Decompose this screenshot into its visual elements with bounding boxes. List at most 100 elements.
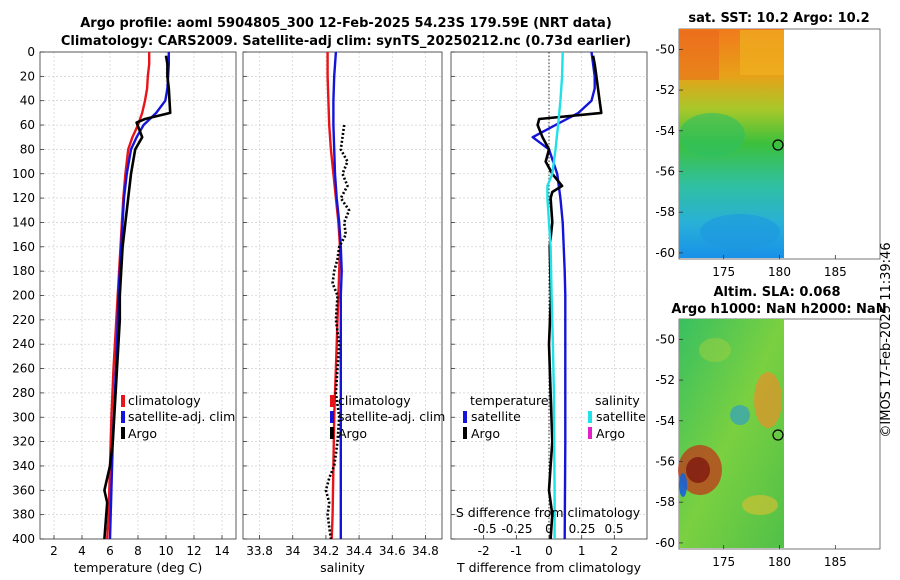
map-y-tick-label: -52 bbox=[655, 373, 675, 387]
legend-swatch-climatology bbox=[121, 395, 125, 407]
y-tick-label: 200 bbox=[12, 289, 35, 303]
legend-label-climatology: climatology bbox=[338, 393, 411, 408]
x-tick-label: 1 bbox=[578, 544, 586, 558]
series-line-argo bbox=[324, 124, 351, 539]
s-tick: 0.5 bbox=[604, 522, 623, 536]
map-y-tick-label: -58 bbox=[655, 205, 675, 219]
sla-low-patch bbox=[730, 405, 750, 425]
sst-map: 175 180 185 -50 -52 -54 -56 -58 -60 bbox=[655, 28, 881, 279]
sla-high-patch bbox=[742, 495, 778, 515]
y-tick-label: 140 bbox=[12, 215, 35, 229]
series-group bbox=[531, 52, 603, 539]
y-tick-label: 260 bbox=[12, 362, 35, 376]
y-tick-label: 20 bbox=[20, 69, 35, 83]
sst-map-title: sat. SST: 10.2 Argo: 10.2 bbox=[688, 11, 869, 26]
legend-swatch-argo bbox=[330, 427, 334, 439]
y-tick-label: 40 bbox=[20, 94, 35, 108]
map-y-tick-label: -56 bbox=[655, 454, 675, 468]
sla-title-line-2: Argo h1000: NaN h2000: NaN bbox=[671, 302, 886, 317]
x-tick-label: 33.8 bbox=[246, 544, 273, 558]
legend-title-temperature: temperature bbox=[470, 393, 549, 408]
x-tick-label: 4 bbox=[78, 544, 86, 558]
x-axis-label: temperature (deg C) bbox=[74, 560, 203, 575]
legend-swatch-s-argo bbox=[588, 427, 592, 439]
temperature-legend: climatology satellite-adj. clim Argo bbox=[121, 393, 235, 441]
title-line-1: Argo profile: aoml 5904805_300 12-Feb-20… bbox=[80, 16, 612, 31]
sst-mid-patch bbox=[679, 113, 745, 157]
map-y-tick-label: -54 bbox=[655, 414, 675, 428]
sla-high-core bbox=[686, 457, 710, 483]
x-tick-label: 8 bbox=[134, 544, 142, 558]
x-tick-label: 14 bbox=[214, 544, 229, 558]
argo-location-marker bbox=[772, 429, 784, 441]
series-group bbox=[103, 52, 172, 539]
legend-swatch-argo bbox=[121, 427, 125, 439]
sla-title-line-1: Altim. SLA: 0.068 bbox=[714, 285, 841, 300]
y-tick-label: 300 bbox=[12, 410, 35, 424]
y-tick-label: 280 bbox=[12, 386, 35, 400]
legend-label-t-satellite: satellite bbox=[471, 409, 521, 424]
x-tick-label: 12 bbox=[186, 544, 201, 558]
map-y-tick-label: -50 bbox=[655, 42, 675, 56]
series-line-satellite-adj-clim bbox=[332, 52, 343, 539]
temperature-axes: 2 4 6 8 10 12 14 temperature (deg C) 0 20 40 60 80 10… bbox=[12, 45, 237, 575]
sla-mid-patch bbox=[699, 338, 731, 362]
y-tick-label: 240 bbox=[12, 337, 35, 351]
legend-swatch-t-satellite bbox=[463, 411, 467, 423]
x-tick-label: 6 bbox=[106, 544, 114, 558]
x-tick-label: 2 bbox=[50, 544, 58, 558]
x-tick-label: 2 bbox=[611, 544, 619, 558]
legend-label-satellite: satellite-adj. clim bbox=[338, 409, 445, 424]
legend-label-s-satellite: satellite bbox=[596, 409, 646, 424]
map-y-tick-label: -50 bbox=[655, 332, 675, 346]
legend-swatch-climatology bbox=[330, 395, 334, 407]
legend-label-s-argo: Argo bbox=[596, 426, 625, 441]
x-axis-label: salinity bbox=[320, 560, 365, 575]
s-difference-ticks: -0.5 -0.25 0 0.25 0.5 bbox=[473, 522, 623, 536]
imos-watermark: ©IMOS 17-Feb-2025 11:39:46 bbox=[879, 242, 894, 437]
y-tick-label: 380 bbox=[12, 508, 35, 522]
s-difference-axis-label: S difference from climatology bbox=[456, 505, 641, 520]
argo-location-marker bbox=[772, 139, 784, 151]
y-tick-label: 160 bbox=[12, 240, 35, 254]
x-tick-label: 34.2 bbox=[313, 544, 340, 558]
legend-label-argo: Argo bbox=[338, 426, 367, 441]
series-line-s-satellite bbox=[546, 52, 564, 539]
x-tick-label: 34.6 bbox=[379, 544, 406, 558]
map-y-tick-label: -54 bbox=[655, 124, 675, 138]
map-x-tick-label: 185 bbox=[824, 265, 847, 279]
sst-warm-patch bbox=[679, 30, 719, 80]
map-y-tick-label: -52 bbox=[655, 83, 675, 97]
title-line-2: Climatology: CARS2009. Satellite-adj cli… bbox=[61, 34, 631, 49]
legend-label-t-argo: Argo bbox=[471, 426, 500, 441]
s-tick: 0.25 bbox=[569, 522, 596, 536]
x-tick-label: 34 bbox=[285, 544, 300, 558]
salinity-legend: climatology satellite-adj. clim Argo bbox=[330, 393, 445, 441]
sla-low-patch bbox=[679, 473, 687, 497]
y-tick-label: 0 bbox=[27, 45, 35, 59]
sla-map: 175 180 185 -50 -52 -54 -56 -58 -60 bbox=[655, 318, 881, 569]
x-tick-label: -2 bbox=[478, 544, 490, 558]
s-tick: -0.5 bbox=[473, 522, 496, 536]
map-y-tick-label: -60 bbox=[655, 536, 675, 550]
series-group bbox=[324, 52, 351, 539]
difference-legend: temperature satellite Argo salinity sate… bbox=[463, 393, 646, 441]
map-x-tick-label: 180 bbox=[768, 265, 791, 279]
x-tick-label: 34.4 bbox=[346, 544, 373, 558]
legend-label-argo: Argo bbox=[128, 426, 157, 441]
map-y-tick-label: -58 bbox=[655, 495, 675, 509]
difference-axes: -2 -1 0 1 2 T difference from climatology bbox=[450, 51, 648, 575]
y-tick-label: 360 bbox=[12, 483, 35, 497]
y-tick-label: 320 bbox=[12, 435, 35, 449]
x-tick-label: 34.8 bbox=[412, 544, 439, 558]
legend-label-satellite: satellite-adj. clim bbox=[128, 409, 235, 424]
y-tick-label: 120 bbox=[12, 191, 35, 205]
map-y-tick-label: -56 bbox=[655, 164, 675, 178]
y-tick-label: 340 bbox=[12, 459, 35, 473]
y-tick-label: 400 bbox=[12, 532, 35, 546]
y-tick-label: 180 bbox=[12, 264, 35, 278]
s-tick: 0 bbox=[545, 522, 553, 536]
x-tick-label: -1 bbox=[510, 544, 522, 558]
map-x-tick-label: 175 bbox=[712, 265, 735, 279]
